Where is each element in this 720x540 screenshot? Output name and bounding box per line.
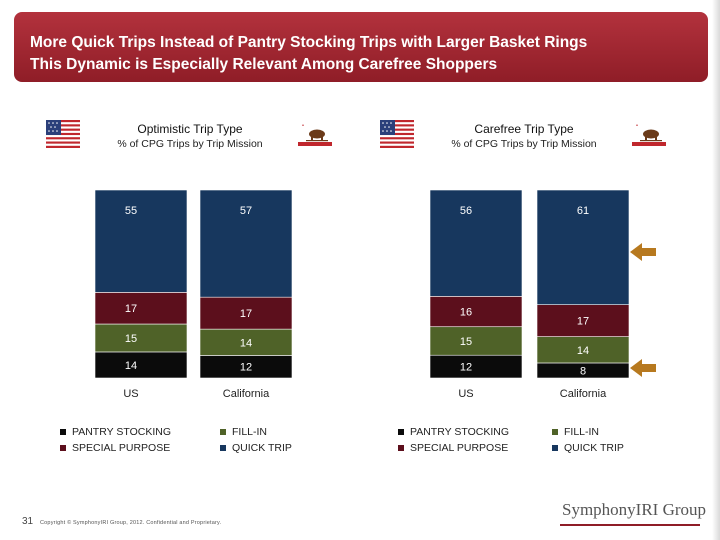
legend-right-col2: FILL-IN QUICK TRIP (552, 424, 624, 456)
data-label: 17 (125, 303, 137, 315)
data-label: 8 (580, 365, 586, 377)
california-flag-icon (298, 122, 332, 146)
legend-left-col1: PANTRY STOCKING SPECIAL PURPOSE (60, 424, 171, 456)
bar-segment-special-purpose (94, 292, 188, 325)
legend-swatch (60, 445, 66, 451)
legend-item: PANTRY STOCKING (398, 424, 509, 440)
us-flag-icon (46, 120, 80, 148)
bar-segment-quick-trip (199, 189, 293, 298)
legend-item: FILL-IN (552, 424, 624, 440)
legend-item: SPECIAL PURPOSE (60, 440, 171, 456)
california-flag-icon (632, 122, 666, 146)
legend-label: SPECIAL PURPOSE (410, 442, 509, 454)
category-label: California (223, 388, 270, 400)
us-flag-icon (380, 120, 414, 148)
arrow-left-icon (630, 359, 656, 377)
data-label: 17 (577, 316, 589, 328)
bar-segment-fill-in (536, 336, 630, 364)
data-label: 15 (125, 333, 137, 345)
legend-swatch (220, 445, 226, 451)
legend-item: QUICK TRIP (220, 440, 292, 456)
panel-title-carefree: Carefree Trip Type (474, 122, 574, 136)
legend-swatch (398, 429, 404, 435)
legend-swatch (398, 445, 404, 451)
data-label: 14 (125, 360, 137, 372)
category-label: US (123, 388, 138, 400)
panel-title-optimistic: Optimistic Trip Type (137, 122, 243, 136)
page-number: 31 (22, 516, 34, 527)
data-label: 14 (577, 345, 589, 357)
legend-swatch (552, 429, 558, 435)
page-edge-shadow (712, 0, 720, 540)
legend-left-col2: FILL-IN QUICK TRIP (220, 424, 292, 456)
bar-segment-quick-trip (94, 189, 188, 293)
legend-swatch (60, 429, 66, 435)
legend-label: QUICK TRIP (564, 442, 624, 454)
data-label: 55 (125, 205, 137, 217)
bar-segment-quick-trip (429, 189, 523, 297)
copyright-text: Copyright © SymphonyIRI Group, 2012. Con… (40, 520, 222, 526)
data-label: 12 (460, 362, 472, 374)
data-label: 57 (240, 205, 252, 217)
bar-segment-fill-in (94, 323, 188, 353)
data-label: 61 (577, 205, 589, 217)
legend-item: SPECIAL PURPOSE (398, 440, 509, 456)
legend-label: PANTRY STOCKING (72, 426, 171, 438)
legend-label: FILL-IN (232, 426, 268, 438)
bar-segment-special-purpose (429, 296, 523, 328)
data-label: 17 (240, 308, 252, 320)
category-label: US (458, 388, 473, 400)
legend-item: PANTRY STOCKING (60, 424, 171, 440)
legend-label: SPECIAL PURPOSE (72, 442, 171, 454)
title-banner: More Quick Trips Instead of Pantry Stock… (14, 12, 708, 82)
panel-subtitle-carefree: % of CPG Trips by Trip Mission (451, 138, 597, 150)
category-label: California (560, 388, 607, 400)
brand-logo: SymphonyIRI Group (562, 500, 707, 519)
legend-swatch (220, 429, 226, 435)
panel-subtitle-optimistic: % of CPG Trips by Trip Mission (117, 138, 263, 150)
legend-item: QUICK TRIP (552, 440, 624, 456)
title-line-1: More Quick Trips Instead of Pantry Stock… (30, 34, 588, 51)
bar-segment-fill-in (429, 326, 523, 356)
data-label: 56 (460, 205, 472, 217)
data-label: 12 (240, 362, 252, 374)
legend-label: FILL-IN (564, 426, 600, 438)
arrow-left-icon (630, 243, 656, 261)
bar-segment-special-purpose (199, 296, 293, 330)
legend-label: PANTRY STOCKING (410, 426, 509, 438)
legend-item: FILL-IN (220, 424, 292, 440)
title-line-2: This Dynamic is Especially Relevant Amon… (30, 56, 498, 73)
bar-segment-quick-trip (536, 189, 630, 305)
legend-swatch (552, 445, 558, 451)
bar-segment-pantry-stocking (429, 354, 523, 379)
legend-right-col1: PANTRY STOCKING SPECIAL PURPOSE (398, 424, 509, 456)
data-label: 14 (240, 337, 252, 349)
legend-label: QUICK TRIP (232, 442, 292, 454)
bar-segment-pantry-stocking (94, 351, 188, 379)
data-label: 16 (460, 307, 472, 319)
data-label: 15 (460, 336, 472, 348)
brand-underline (560, 524, 700, 526)
